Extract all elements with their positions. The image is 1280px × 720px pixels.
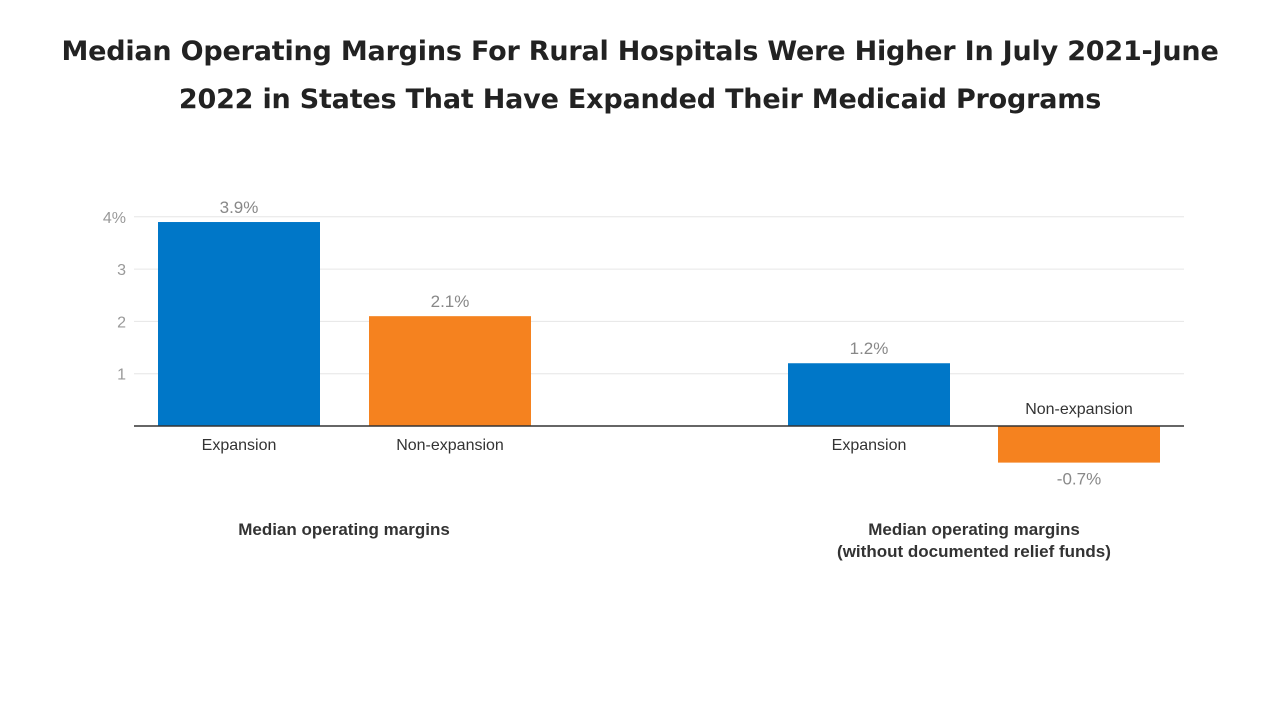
bar-expansion xyxy=(158,222,320,426)
y-tick-label: 4% xyxy=(103,210,126,227)
bar-value-label: 1.2% xyxy=(850,339,889,358)
y-tick-label: 3 xyxy=(117,262,126,279)
y-axis-ticks: 1 2 3 4% xyxy=(103,210,126,384)
bar-value-label: -0.7% xyxy=(1057,470,1101,489)
chart-title: Median Operating Margins For Rural Hospi… xyxy=(61,36,1219,115)
category-label: Non-expansion xyxy=(396,437,504,454)
group-label-line: Median operating margins xyxy=(238,520,450,539)
group-label-without-relief-funds: Median operating margins (without docume… xyxy=(774,519,1174,563)
bar-non-expansion xyxy=(369,316,531,426)
group-label-line: (without documented relief funds) xyxy=(837,542,1111,561)
bars xyxy=(158,222,1160,463)
bar-expansion xyxy=(788,363,950,426)
category-label: Expansion xyxy=(202,437,277,454)
bar-labels: 3.9% Expansion 2.1% Non-expansion 1.2% Expans… xyxy=(202,198,1133,489)
bar-non-expansion xyxy=(998,426,1160,463)
y-tick-label: 1 xyxy=(117,367,126,384)
bar-value-label: 2.1% xyxy=(431,292,470,311)
y-tick-label: 2 xyxy=(117,314,126,331)
group-label-median-operating-margins: Median operating margins xyxy=(194,519,494,541)
group-label-line: Median operating margins xyxy=(868,520,1080,539)
bar-value-label: 3.9% xyxy=(220,198,259,217)
category-label: Expansion xyxy=(832,437,907,454)
category-label: Non-expansion xyxy=(1025,401,1133,418)
